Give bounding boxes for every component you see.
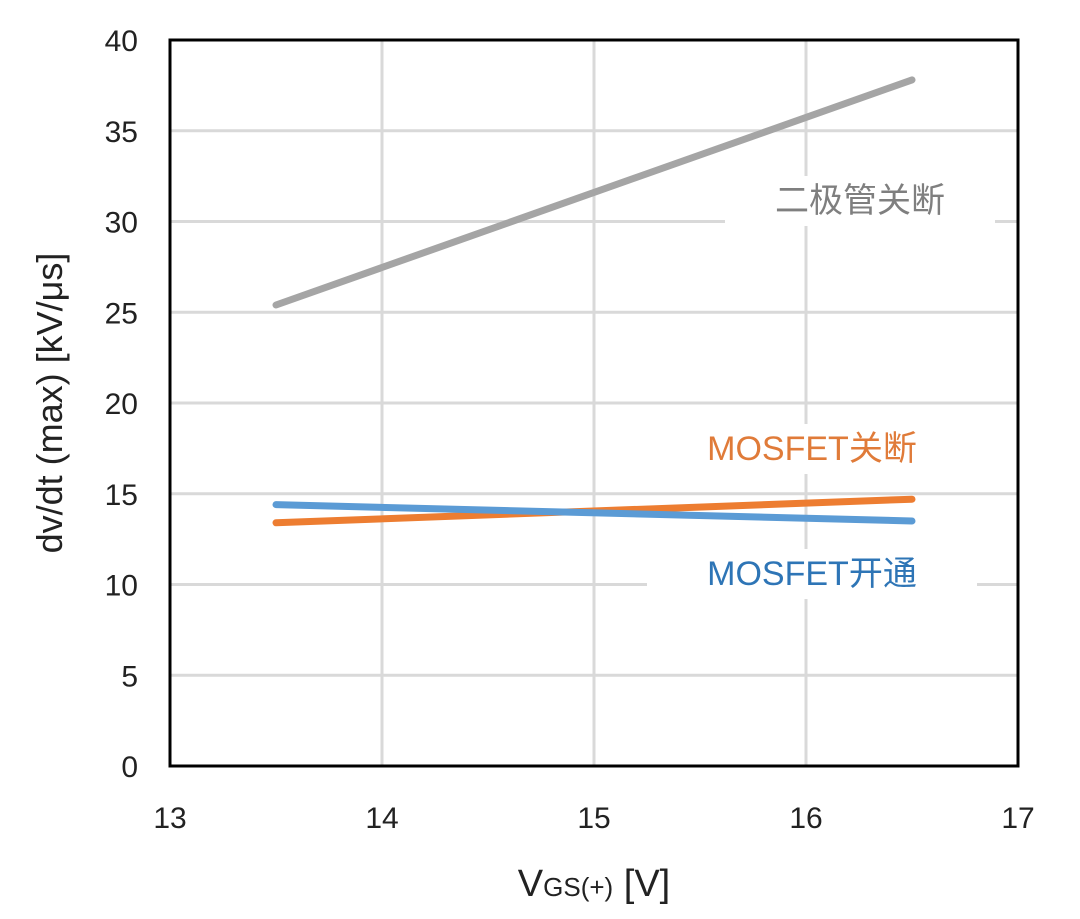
plot-frame [168,38,1020,768]
grid [168,38,1020,768]
y-tick-label: 5 [121,660,138,693]
series-line [272,501,916,525]
series-label: MOSFET关断 [707,430,917,468]
y-tick-label: 10 [105,570,138,603]
series-label: MOSFET开通 [707,555,917,593]
x-tick-label: 16 [789,802,822,835]
label-background [725,176,995,226]
tick-labels: 13 14 15 16 17 0 5 10 15 20 25 30 35 40 [105,25,1035,835]
y-tick-label: 20 [105,388,138,421]
series-labels: 二极管关断 MOSFET关断 MOSFET开通 [647,176,995,599]
x-tick-label: 15 [577,802,610,835]
label-background [647,549,977,599]
series-label: 二极管关断 [775,182,945,220]
y-tick-label: 40 [105,25,138,58]
series-lines [272,76,916,527]
y-tick-label: 25 [105,297,138,330]
y-axis-label: dv/dt (max) [kV/μs] [29,253,70,554]
y-tick-label: 30 [105,207,138,240]
label-background [682,424,942,474]
x-tick-label: 13 [153,802,186,835]
series-line [272,76,916,309]
x-tick-label: 17 [1001,802,1034,835]
x-tick-label: 14 [365,802,398,835]
y-tick-label: 0 [121,751,138,784]
y-tick-label: 15 [105,479,138,512]
x-axis-label: VGS(+) [V] [518,863,670,905]
y-tick-label: 35 [105,116,138,149]
